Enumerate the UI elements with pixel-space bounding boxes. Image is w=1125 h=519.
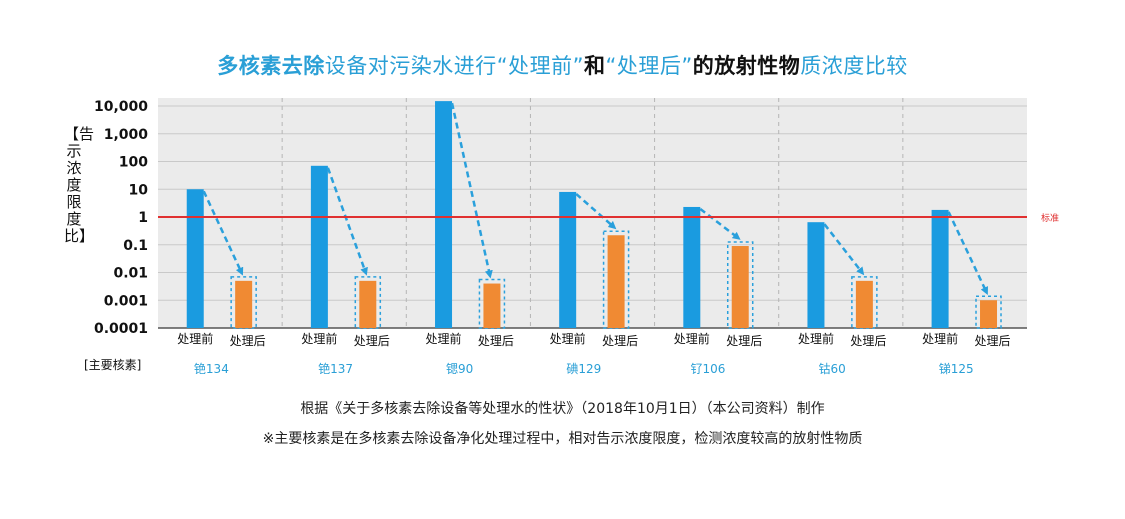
bar-after-outline [851,276,878,329]
bar-label-after: 处理后 [230,334,266,348]
bar-after [483,283,501,328]
nuclide-label: 钌106 [690,362,725,376]
bar-after [980,300,998,328]
bar-after-outline [726,241,754,329]
bar-before [559,191,577,328]
y-tick-label: 1,000 [104,127,149,143]
bar-after [855,280,873,328]
chart-svg: 10,000 1,000 100 10 1 0.1 0.01 0.001 0.0001 处理前 处理… [94,98,1059,376]
bar-after [731,246,749,328]
reduction-arrow [575,193,617,230]
nuclide-label: 锶90 [446,362,473,376]
nuclide-label: 铯134 [194,361,229,376]
bar-label-after: 处理后 [354,334,390,348]
title-part: 的放射性物 [692,54,801,78]
title-part: “处理后” [605,54,693,78]
y-tick-label: 10,000 [94,99,148,115]
chart-title: 多核素去除设备对污染水进行“处理前”和“处理后”的放射性物质浓度比较 [0,50,1125,80]
title-part: “处理前” [496,54,584,78]
bar-before [683,206,701,328]
title-part: 设备对污染水进行 [324,54,497,78]
nuclide-label: 锑125 [939,362,974,376]
bar-before [435,101,453,328]
bar-before [186,189,204,328]
bar-before [807,222,825,328]
y-tick-label: 0.01 [113,266,148,282]
bar-after [607,235,625,328]
bar-after-outline [354,276,382,329]
bar-before [931,209,949,328]
reduction-arrow [326,167,368,276]
bar-label-after: 处理后 [602,334,638,348]
bar-label-before: 处理前 [674,331,710,346]
footnote-note: ※主要核素是在多核素去除设备净化处理过程中，相对告示浓度限度，检测浓度较高的放射… [262,431,863,447]
y-tick-label: 0.0001 [94,321,148,337]
y-tick-label: 100 [119,155,148,171]
bar-after [359,280,377,328]
title-part: 多核素去除 [217,54,325,78]
bar-before [310,165,328,328]
bar-label-before: 处理前 [922,331,958,346]
reduction-arrow [202,190,244,276]
title-part: 和 [584,54,606,78]
reduction-arrow [699,207,741,240]
bar-label-before: 处理前 [301,331,337,346]
bar-label-before: 处理前 [426,331,462,346]
reduction-arrow [823,223,865,276]
y-tick-label: 1 [138,210,148,226]
footnote-source: 根据《关于多核素去除设备等处理水的性状》（2018年10月1日）（本公司资料）制… [300,401,825,417]
y-tick-label: 10 [129,182,149,198]
nuclide-axis-label: [主要核素] [84,358,142,372]
title-part: 质浓度比较 [800,54,908,78]
bar-label-before: 处理前 [177,331,213,346]
bar-label-after: 处理后 [726,334,762,348]
y-tick-label: 0.001 [104,293,148,309]
nuclide-label: 碘129 [566,362,601,376]
plot-background [158,98,1027,328]
y-tick-label: 0.1 [123,238,148,254]
bar-label-after: 处理后 [850,334,886,348]
bar-after-outline [230,276,257,329]
bar-label-before: 处理前 [798,331,834,346]
reduction-arrow [947,211,988,295]
bar-label-after: 处理后 [478,334,514,348]
standard-label: 标准 [1041,212,1059,224]
bar-label-before: 处理前 [550,331,586,346]
bar-after [235,280,253,328]
nuclide-label: 铯137 [318,361,353,376]
bar-after-outline [975,295,1002,329]
bar-label-after: 处理后 [975,334,1011,348]
nuclide-label: 钴60 [818,361,845,376]
